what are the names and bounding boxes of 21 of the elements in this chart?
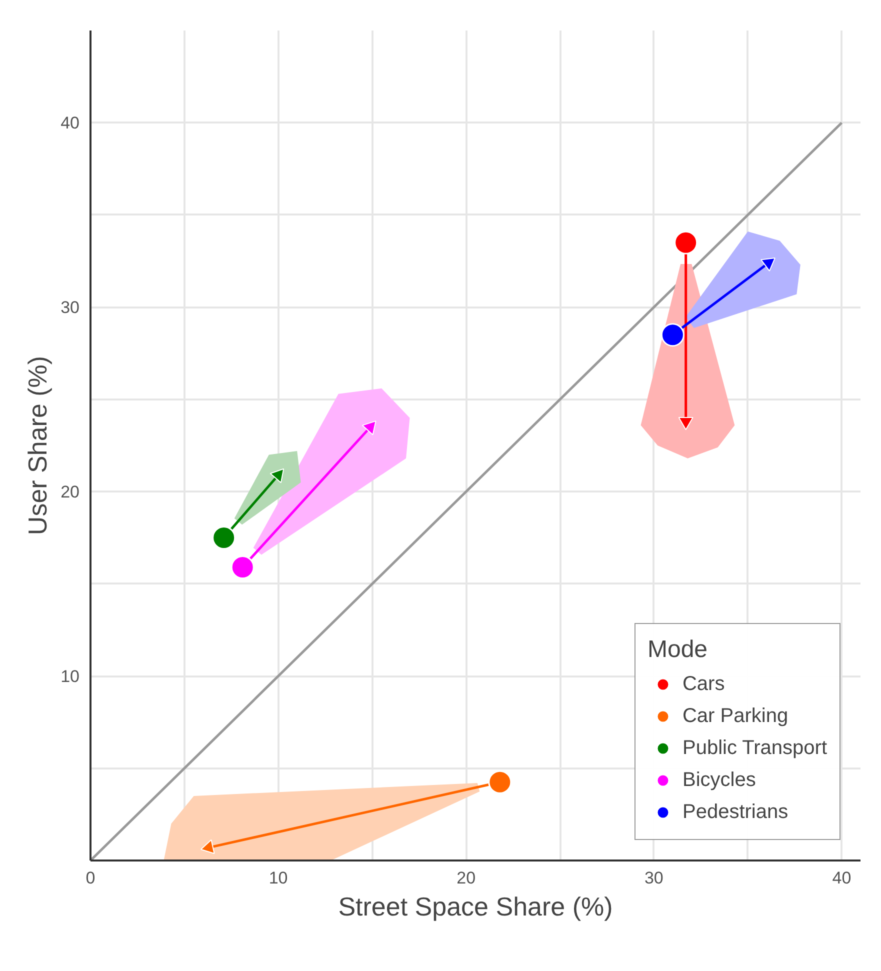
point — [660, 323, 684, 347]
y-tick-label: 40 — [60, 114, 80, 133]
y-tick-label: 30 — [60, 298, 80, 318]
legend-title: Mode — [647, 636, 709, 664]
point — [230, 556, 254, 579]
point — [212, 526, 236, 550]
legend-label: Public Transport — [682, 736, 827, 760]
point — [488, 770, 512, 794]
x-tick-label: 0 — [86, 868, 96, 888]
y-tick-label: 20 — [60, 482, 80, 502]
x-tick-label: 30 — [644, 868, 664, 888]
x-tick-label: 10 — [268, 868, 288, 888]
x-tick-label: 20 — [456, 868, 476, 888]
x-tick-label: 40 — [832, 868, 852, 888]
legend-label: Bicycles — [682, 768, 756, 792]
legend-label: Pedestrians — [682, 800, 788, 824]
legend-label: Car Parking — [682, 704, 788, 728]
y-tick-label: 10 — [60, 667, 80, 686]
x-axis-title: Street Space Share (%) — [338, 892, 613, 922]
y-axis-title: User Share (%) — [22, 356, 53, 536]
legend-label: Cars — [682, 672, 725, 696]
